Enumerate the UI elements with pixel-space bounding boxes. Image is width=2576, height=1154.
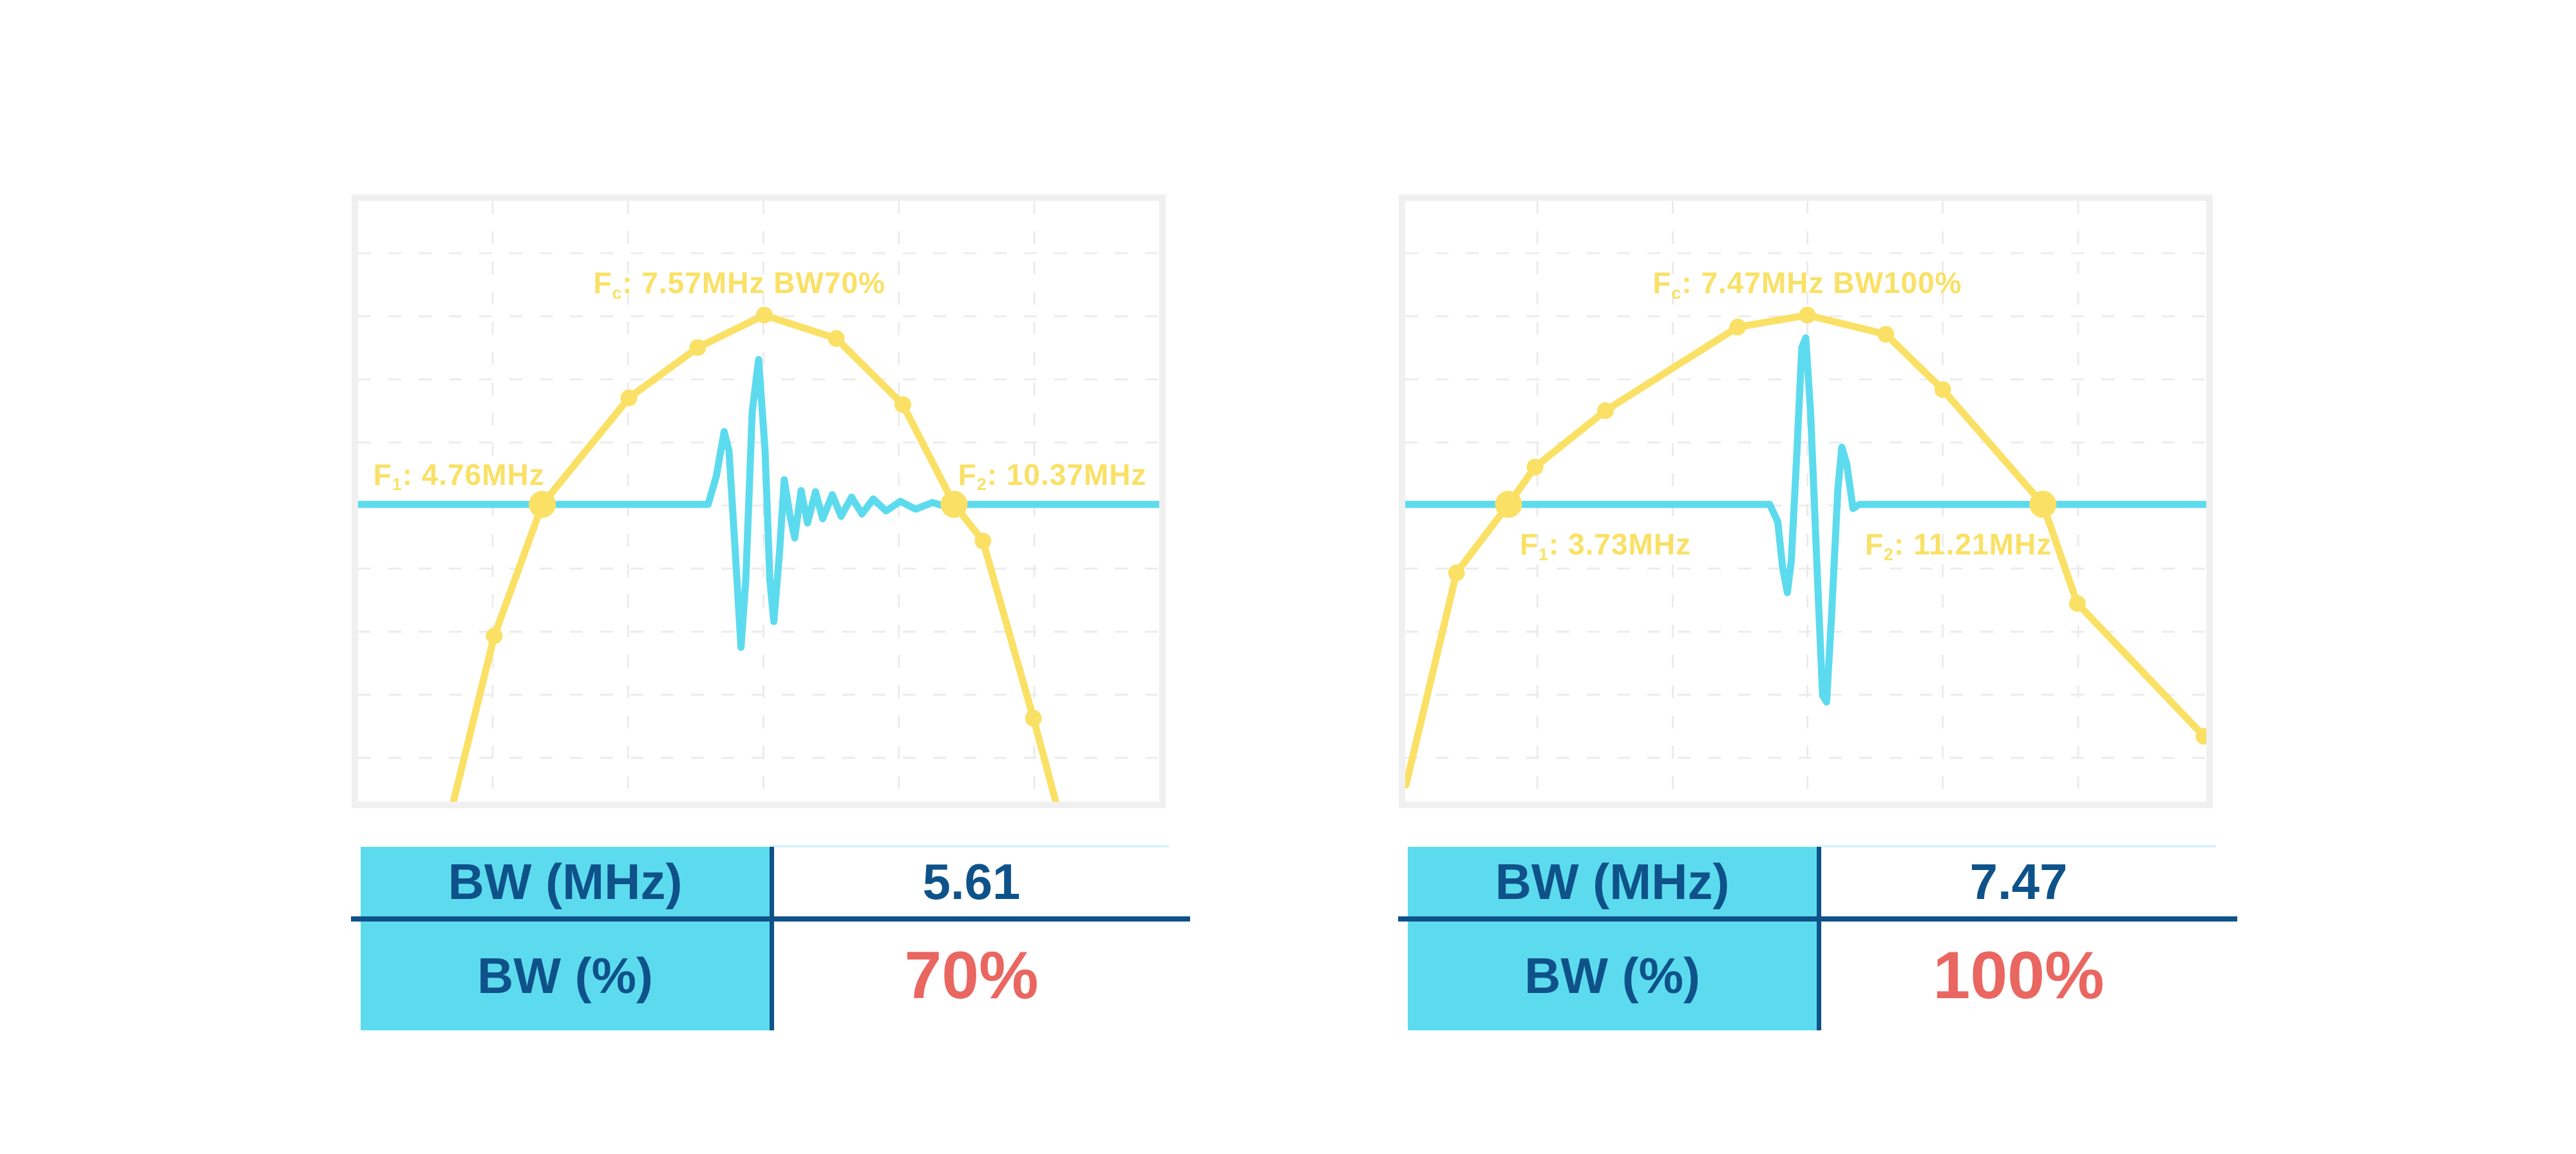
f2-subscript: 2 bbox=[976, 475, 987, 495]
f2-subscript: 2 bbox=[1884, 544, 1894, 564]
fc-subscript: c bbox=[1671, 283, 1682, 303]
f1-text: : 3.73MHz bbox=[1548, 527, 1692, 561]
bandwidth-table-bw70: BW (MHz) 5.61 BW (%) 70% bbox=[351, 845, 1195, 1038]
f1-text: : 4.76MHz bbox=[402, 457, 545, 491]
f2-annotation: F2: 11.21MHz bbox=[1865, 527, 2052, 563]
f1-annotation: F1: 3.73MHz bbox=[1519, 527, 1692, 563]
bw-mhz-value-cell: 7.47 bbox=[1969, 853, 2068, 910]
f1-prefix: F bbox=[373, 457, 392, 491]
f2-text: : 11.21MHz bbox=[1894, 527, 2052, 561]
table-column-divider bbox=[770, 847, 774, 1030]
table-column-divider bbox=[1817, 847, 1821, 1030]
table-label-column-background bbox=[361, 847, 770, 1030]
f1-subscript: 1 bbox=[1539, 544, 1549, 564]
f2-prefix: F bbox=[958, 457, 977, 491]
spectrum-chart-bw100: Fc: 7.47MHz BW100% F1: 3.73MHz F2: 11.21… bbox=[1399, 194, 2213, 808]
bw-mhz-value-cell: 5.61 bbox=[922, 853, 1021, 910]
table-label-column-background bbox=[1408, 847, 1817, 1030]
f1-annotation: F1: 4.76MHz bbox=[373, 457, 545, 493]
bw-pct-value-cell: 100% bbox=[1933, 938, 2105, 1013]
plot-area-bw70 bbox=[358, 201, 1159, 802]
plot-area-bw100 bbox=[1405, 201, 2206, 802]
fc-annotation: Fc: 7.47MHz BW100% bbox=[1653, 265, 1962, 301]
f1-prefix: F bbox=[1519, 527, 1539, 561]
table-top-accent-line bbox=[1817, 845, 2216, 847]
bw-mhz-label-cell: BW (MHz) bbox=[448, 853, 683, 910]
bw-mhz-label-cell: BW (MHz) bbox=[1495, 853, 1730, 910]
fc-prefix: F bbox=[593, 265, 612, 299]
f2-prefix: F bbox=[1865, 527, 1884, 561]
spectrum-chart-bw70: Fc: 7.57MHz BW70% F1: 4.76MHz F2: 10.37M… bbox=[352, 194, 1166, 808]
f1-subscript: 1 bbox=[392, 475, 402, 495]
f2-annotation: F2: 10.37MHz bbox=[958, 457, 1147, 493]
fc-text: : 7.47MHz BW100% bbox=[1681, 265, 1962, 299]
fc-text: : 7.57MHz BW70% bbox=[622, 265, 886, 299]
bw-pct-label-cell: BW (%) bbox=[477, 947, 653, 1004]
fc-prefix: F bbox=[1653, 265, 1672, 299]
fc-annotation: Fc: 7.57MHz BW70% bbox=[593, 265, 886, 301]
table-top-accent-line bbox=[770, 845, 1169, 847]
bw-pct-label-cell: BW (%) bbox=[1524, 947, 1700, 1004]
bandwidth-table-bw100: BW (MHz) 7.47 BW (%) 100% bbox=[1398, 845, 2242, 1038]
fc-subscript: c bbox=[612, 283, 623, 303]
bw-pct-value-cell: 70% bbox=[904, 938, 1039, 1013]
f2-text: : 10.37MHz bbox=[987, 457, 1147, 491]
